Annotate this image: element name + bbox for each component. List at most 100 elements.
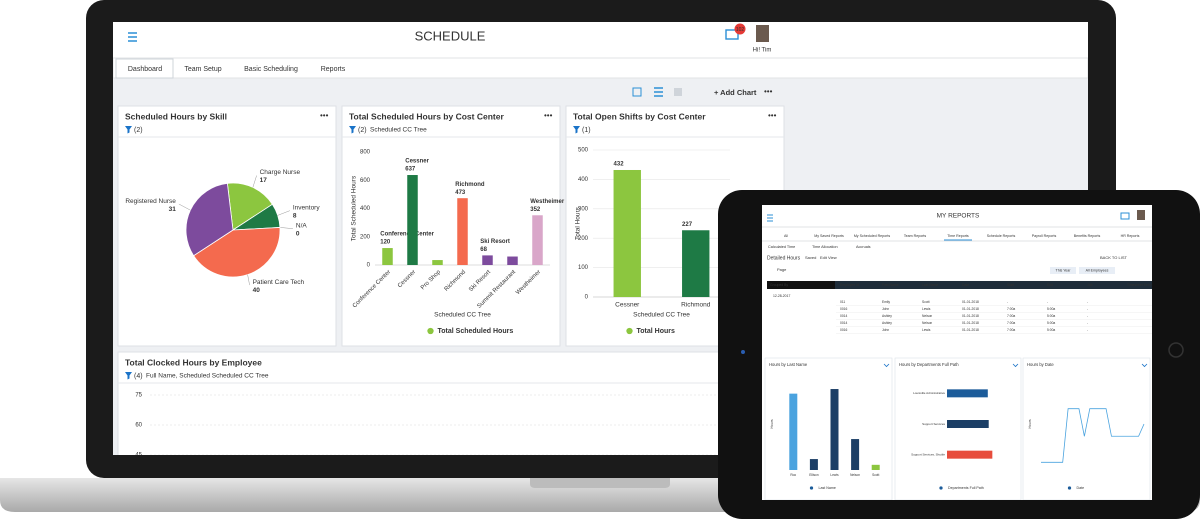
x-axis-label: Scheduled CC Tree xyxy=(633,312,690,319)
table-cell: Scott xyxy=(922,300,930,304)
bar[interactable] xyxy=(789,393,798,470)
report-tab[interactable]: My Scheduled Reports xyxy=(854,234,891,238)
edit-view[interactable]: Edit View xyxy=(820,255,837,260)
add-chart-button[interactable]: + Add Chart xyxy=(714,88,757,97)
bar[interactable] xyxy=(407,175,418,265)
filter-icon[interactable] xyxy=(573,126,580,134)
bar[interactable] xyxy=(871,464,880,470)
sub-tab[interactable]: Time Allocation xyxy=(812,245,838,249)
report-tab[interactable]: My Saved Reports xyxy=(814,234,844,238)
pager: Page xyxy=(777,267,787,272)
widget-menu[interactable]: ••• xyxy=(320,111,329,120)
list-icon[interactable] xyxy=(654,87,663,97)
table-cell: Nelson xyxy=(922,314,932,318)
bar[interactable] xyxy=(613,169,641,297)
active-tab[interactable] xyxy=(115,58,174,79)
back-to-list[interactable]: BACK TO LIST xyxy=(1100,255,1128,260)
tablet-home[interactable] xyxy=(1168,342,1184,358)
bar[interactable] xyxy=(830,389,839,470)
report-tab[interactable]: Time Reports xyxy=(947,234,969,238)
table-cell: - xyxy=(1087,307,1088,311)
more-menu[interactable]: ••• xyxy=(764,87,773,96)
widget-subtitle: Full Name, Scheduled Scheduled CC Tree xyxy=(146,373,269,380)
this-year[interactable]: This Year xyxy=(1056,268,1072,272)
tab[interactable]: Dashboard xyxy=(128,66,162,73)
legend-swatch xyxy=(626,327,633,335)
y-tick-label: 45 xyxy=(135,453,142,459)
this-year-button[interactable] xyxy=(1050,267,1076,274)
grid-icon[interactable] xyxy=(674,88,682,96)
group-label: 12-28-2017 xyxy=(773,294,790,298)
chart-toggle[interactable] xyxy=(1141,363,1148,368)
tablet-menu-icon[interactable] xyxy=(767,214,773,222)
bar[interactable] xyxy=(947,450,993,459)
tab[interactable]: Reports xyxy=(321,66,346,73)
x-tick-label: Scott xyxy=(872,473,879,477)
bar[interactable] xyxy=(809,459,818,470)
filter-icon[interactable] xyxy=(349,126,356,134)
legend-label[interactable]: Total Hours xyxy=(637,328,675,335)
filter-icon[interactable] xyxy=(125,126,132,134)
legend-swatch xyxy=(1067,486,1072,490)
tablet-mail-icon[interactable] xyxy=(1120,212,1130,220)
report-tab[interactable]: All xyxy=(784,234,788,238)
chart-title: Hours by Departments Full Path xyxy=(899,362,959,367)
x-tick-label: Lewis xyxy=(830,473,839,477)
table-cell: - xyxy=(1007,300,1008,304)
table-cell: Lewis xyxy=(922,328,931,332)
table-cell: 01-01-2018 xyxy=(962,321,979,325)
report-tab[interactable]: Schedule Reports xyxy=(987,234,1016,238)
bar[interactable] xyxy=(507,256,518,265)
bar[interactable] xyxy=(532,215,543,265)
saved-label: Saved xyxy=(805,255,816,260)
leader-line xyxy=(252,175,257,188)
slice-label: Inventory xyxy=(293,204,320,211)
tablet-avatar[interactable] xyxy=(1137,210,1145,220)
legend-swatch xyxy=(809,486,814,490)
filter-count: (2) xyxy=(358,127,367,134)
bar[interactable] xyxy=(851,439,860,470)
widget-menu[interactable]: ••• xyxy=(544,111,553,120)
bar[interactable] xyxy=(947,389,988,398)
table-cell: 5:00a xyxy=(1047,307,1055,311)
bar[interactable] xyxy=(682,230,710,297)
mail-icon[interactable] xyxy=(725,29,739,40)
legend-label[interactable]: Total Scheduled Hours xyxy=(438,328,514,335)
widget-menu[interactable]: ••• xyxy=(768,111,777,120)
report-tab[interactable]: Team Reports xyxy=(904,234,927,238)
legend-swatch xyxy=(939,486,943,490)
leader-line xyxy=(277,210,290,216)
employees-button[interactable] xyxy=(1079,267,1115,274)
filter-icon[interactable] xyxy=(125,372,132,380)
legend-label[interactable]: Date xyxy=(1077,486,1085,490)
bar[interactable] xyxy=(947,420,989,428)
leader-line xyxy=(247,274,250,286)
widget-subtitle: Scheduled CC Tree xyxy=(370,127,427,134)
leader-line xyxy=(178,203,191,211)
expand-icon[interactable] xyxy=(632,87,642,97)
chart-toggle[interactable] xyxy=(1012,363,1019,368)
data-label: 68 xyxy=(480,247,487,253)
leader-line xyxy=(279,227,293,229)
legend-label[interactable]: Departments Full Path xyxy=(948,486,984,490)
report-tab[interactable]: Payroll Reports xyxy=(1032,234,1057,238)
tab[interactable]: Basic Scheduling xyxy=(244,66,298,73)
bar[interactable] xyxy=(482,255,493,265)
tab[interactable]: Team Setup xyxy=(184,66,221,73)
legend-label[interactable]: Last Name xyxy=(819,486,836,490)
menu-icon[interactable] xyxy=(128,32,137,42)
bar[interactable] xyxy=(382,248,393,265)
chart-toggle[interactable] xyxy=(883,363,890,368)
sub-tab[interactable]: Calculated Time xyxy=(768,245,795,249)
sub-tab[interactable]: Accruals xyxy=(856,245,871,249)
y-tick-label: Support Services xyxy=(922,422,945,426)
all-employees[interactable]: All Employees xyxy=(1086,268,1109,272)
report-tab[interactable]: HR Reports xyxy=(1121,234,1140,238)
report-tab[interactable]: Benefits Reports xyxy=(1074,234,1101,238)
badge-count: 102 xyxy=(736,27,745,33)
data-label-name: Richmond xyxy=(455,182,485,188)
bar[interactable] xyxy=(432,260,443,265)
avatar[interactable] xyxy=(756,25,769,42)
bar[interactable] xyxy=(457,198,468,265)
